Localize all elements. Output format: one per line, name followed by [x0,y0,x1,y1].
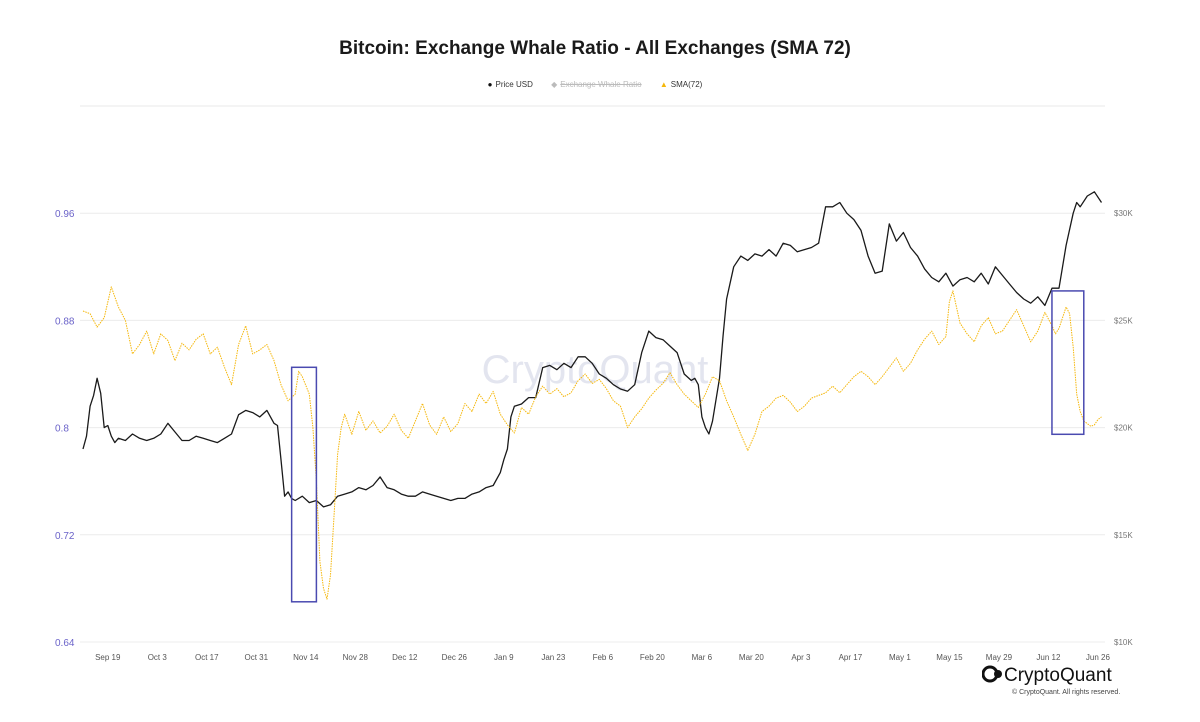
watermark: CryptoQuant [482,348,709,392]
x-tick-label: Apr 17 [839,653,863,662]
y-axis-left: 0.64 0.72 0.8 0.88 0.96 [55,209,75,649]
legend-item-price[interactable]: ● Price USD [488,80,533,89]
x-tick-label: Dec 12 [392,653,418,662]
y-left-tick-label: 0.72 [55,531,75,542]
legend-label: Exchange Whale Ratio [560,80,642,89]
legend-label: Price USD [495,80,533,89]
gridlines [80,212,1105,643]
y-right-tick-label: $25K [1114,316,1133,325]
legend-label: SMA(72) [670,80,703,89]
x-tick-label: Mar 20 [739,653,764,662]
highlight-box [1051,290,1085,436]
x-tick-label: Oct 3 [148,653,168,662]
y-axis-right: $10K $15K $20K $25K $30K [1114,209,1133,647]
y-left-tick-label: 0.64 [55,638,75,649]
series-layer [82,191,1103,600]
x-tick-label: Mar 6 [692,653,713,662]
y-right-tick-label: $10K [1114,638,1133,647]
y-right-tick-label: $20K [1114,424,1133,433]
x-tick-label: Dec 26 [442,653,468,662]
x-axis: Sep 19 Oct 3 Oct 17 Oct 31 Nov 14 Nov 28 Dec 1… [95,653,1110,662]
x-tick-label: May 1 [889,653,911,662]
copyright-text: © CryptoQuant. All rights reserved. [1012,689,1121,696]
x-tick-label: Jun 12 [1036,653,1061,662]
x-tick-label: Jan 9 [494,653,514,662]
y-left-tick-label: 0.8 [55,424,69,435]
y-left-tick-label: 0.88 [55,316,75,327]
x-tick-label: Feb 20 [640,653,665,662]
x-tick-label: Jan 23 [541,653,566,662]
x-tick-label: Feb 6 [593,653,614,662]
chart-title: Bitcoin: Exchange Whale Ratio - All Exch… [339,38,851,59]
x-tick-label: Apr 3 [791,653,811,662]
y-left-tick-label: 0.96 [55,209,75,220]
x-tick-label: Nov 14 [293,653,319,662]
x-tick-label: Sep 19 [95,653,121,662]
x-tick-label: May 29 [986,653,1013,662]
y-right-tick-label: $30K [1114,209,1133,218]
chart-legend: ● Price USD ◆ Exchange Whale Ratio ▲ SMA(72… [0,80,1190,89]
x-tick-label: May 15 [936,653,963,662]
price-usd-line [82,191,1103,508]
legend-triangle-icon: ▲ [659,80,668,89]
legend-item-whale-ratio[interactable]: ◆ Exchange Whale Ratio [551,80,642,89]
legend-item-sma[interactable]: ▲ SMA(72) [660,80,702,89]
brand-logo: CryptoQuant [981,664,1112,690]
x-tick-label: Oct 17 [195,653,219,662]
x-tick-label: Nov 28 [343,653,369,662]
sma72-line [82,286,1102,600]
x-tick-label: Oct 31 [244,653,268,662]
x-tick-label: Jun 26 [1086,653,1111,662]
legend-dot-icon: ● [487,80,493,89]
cryptoquant-logo-icon [981,664,1004,690]
highlight-boxes [290,290,1085,603]
brand-name: CryptoQuant [1004,665,1112,686]
highlight-box [290,366,318,603]
y-right-tick-label: $15K [1114,531,1133,540]
legend-diamond-icon: ◆ [551,80,558,89]
